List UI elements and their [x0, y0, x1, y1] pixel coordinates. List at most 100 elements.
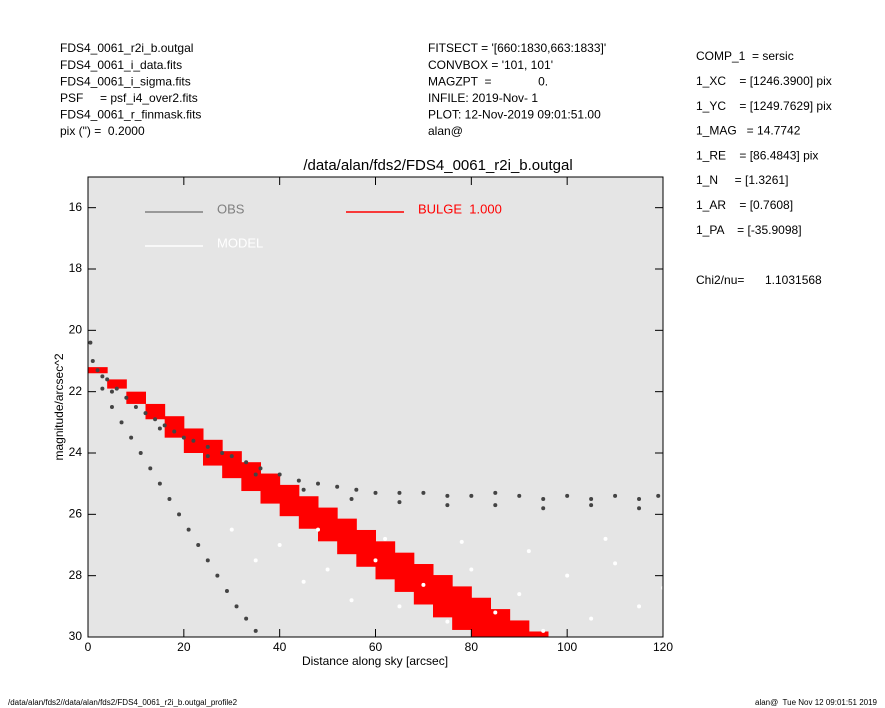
data-point: [421, 490, 426, 495]
header-right-line: 1_YC = [1249.7629] pix: [696, 99, 832, 113]
header-right-line: 1_RE = [86.4843] pix: [696, 148, 818, 162]
data-point: [373, 490, 378, 495]
header-left-line: pix (") = 0.2000: [60, 124, 145, 138]
data-point: [354, 487, 359, 492]
data-point: [172, 429, 177, 434]
data-point: [220, 451, 225, 455]
fit-label: Chi2/nu=: [696, 273, 744, 287]
data-point: [186, 527, 191, 532]
header-right-line: 1_PA = [-35.9098]: [696, 223, 802, 237]
model-band: [298, 496, 319, 529]
header-middle-line: PLOT: 12-Nov-2019 09:01:51.00: [428, 108, 601, 122]
data-point: [143, 411, 148, 416]
data-point: [196, 543, 201, 547]
model-band: [394, 552, 415, 592]
data-point: [637, 506, 642, 511]
legend-label: MODEL: [217, 235, 263, 250]
x-tick-label: 120: [653, 640, 673, 654]
data-point: [613, 561, 618, 566]
data-point: [656, 493, 661, 498]
data-point: [244, 460, 249, 465]
data-point: [162, 423, 167, 428]
header-right-line: 1_XC = [1246.3900] pix: [696, 74, 832, 88]
data-point: [253, 558, 258, 563]
data-point: [335, 484, 340, 489]
x-tick-label: 40: [273, 640, 287, 654]
data-point: [421, 582, 426, 587]
data-point: [565, 493, 570, 498]
legend-label: BULGE 1.000: [418, 201, 502, 216]
data-point: [153, 417, 158, 422]
x-tick-label: 60: [369, 640, 383, 654]
chart-title: /data/alan/fds2/FDS4_0061_r2i_b.outgal: [303, 157, 572, 174]
x-axis-label: Distance along sky [arcsec]: [302, 654, 448, 668]
header-middle-line: FITSECT = '[660:1830,663:1833]': [428, 41, 606, 55]
model-band: [260, 473, 281, 504]
model-band: [126, 391, 146, 404]
y-tick-label: 24: [69, 445, 83, 459]
model-band: [241, 462, 261, 492]
header-middle-line: INFILE: 2019-Nov- 1: [428, 91, 538, 105]
data-point: [517, 592, 522, 597]
data-point: [296, 478, 301, 483]
data-point: [589, 616, 594, 621]
data-point: [133, 405, 138, 409]
data-point: [129, 435, 134, 440]
data-point: [205, 454, 210, 459]
data-point: [445, 493, 450, 498]
data-point: [215, 573, 220, 578]
data-point: [181, 435, 186, 440]
plot-area: [88, 340, 663, 637]
data-point: [100, 386, 105, 391]
model-band: [222, 451, 242, 479]
x-tick-label: 80: [465, 640, 479, 654]
data-point: [589, 503, 594, 508]
model-band: [164, 416, 185, 438]
data-point: [177, 512, 182, 517]
data-point: [109, 405, 114, 409]
data-point: [589, 497, 594, 501]
header-left-line: FDS4_0061_i_sigma.fits: [60, 74, 191, 88]
data-point: [253, 628, 258, 633]
data-point: [541, 628, 546, 633]
y-tick-label: 26: [69, 507, 83, 521]
x-tick-label: 20: [177, 640, 191, 654]
header-left-line: FDS4_0061_r2i_b.outgal: [60, 41, 193, 55]
data-point: [316, 481, 320, 486]
model-band: [433, 575, 453, 618]
data-point: [258, 466, 263, 471]
model-band: [145, 403, 166, 420]
y-axis-label: magnitude/arcsec^2: [52, 353, 66, 460]
data-point: [191, 438, 196, 443]
model-band: [452, 586, 472, 630]
data-point: [229, 527, 234, 532]
header-left-line: FDS4_0061_i_data.fits: [60, 58, 182, 72]
data-point: [253, 472, 258, 477]
data-point: [349, 598, 354, 603]
model-band: [337, 518, 357, 555]
data-point: [229, 454, 234, 459]
model-band: [509, 620, 530, 637]
x-tick-label: 100: [557, 640, 577, 654]
y-tick-label: 30: [69, 629, 83, 643]
data-point: [541, 506, 546, 511]
data-point: [205, 444, 210, 449]
x-tick-label: 0: [85, 640, 92, 654]
data-point: [109, 389, 114, 394]
data-point: [517, 493, 522, 498]
data-point: [224, 589, 229, 593]
y-tick-label: 28: [69, 568, 83, 582]
data-point: [637, 497, 642, 501]
data-point: [316, 527, 320, 532]
y-tick-label: 20: [69, 323, 83, 337]
y-tick-label: 18: [69, 261, 83, 275]
data-point: [138, 451, 143, 455]
model-band: [318, 507, 338, 542]
data-point: [613, 493, 618, 498]
data-point: [637, 604, 642, 609]
header-right-line: COMP_1 = sersic: [696, 49, 794, 63]
data-point: [234, 604, 239, 609]
data-point: [114, 386, 119, 391]
data-point: [565, 573, 570, 578]
header-middle-line: CONVBOX = '101, 101': [428, 58, 553, 72]
